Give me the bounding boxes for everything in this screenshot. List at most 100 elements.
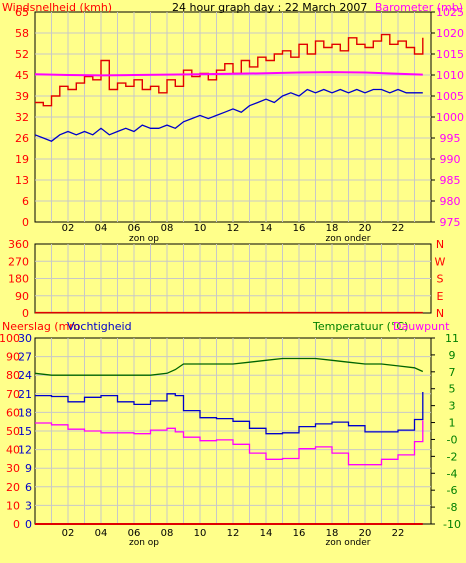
tick-label: 18	[18, 406, 32, 419]
series-vochtigheid-line	[34, 357, 424, 376]
tick-label: 13	[15, 174, 29, 187]
panel-2-grid	[35, 244, 431, 313]
tick-label: -4	[447, 467, 458, 480]
tick-label: 995	[440, 132, 461, 145]
compass-label: N	[436, 307, 444, 320]
series-dauwpunt-line	[35, 420, 424, 466]
tick-label: -2	[447, 450, 458, 463]
x-tick-label: 04	[95, 223, 108, 234]
panel-3-dewpoint-axis-title: Dauwpunt	[393, 320, 450, 333]
tick-label: 6	[22, 195, 29, 208]
tick-label: 985	[440, 174, 461, 187]
tick-label: 270	[8, 255, 29, 268]
panel-2-left-ticks: 360 270 180 90 0	[8, 238, 29, 320]
series-windsnelheid-line	[35, 33, 424, 107]
x-tick-label: 10	[194, 223, 207, 234]
x-tick-label: 20	[359, 528, 372, 539]
x-tick-label: 14	[260, 223, 273, 234]
panel-3-sunset-label: zon onder	[326, 538, 371, 548]
tick-label: 9	[25, 462, 32, 475]
tick-label: 12	[18, 444, 32, 457]
tick-label: 180	[8, 273, 29, 286]
tick-label: 24	[18, 369, 32, 382]
tick-label: 3	[25, 499, 32, 512]
tick-label: -8	[447, 501, 458, 514]
panel-3-series	[34, 357, 424, 525]
panel-1-sunset-label: zon onder	[326, 234, 371, 244]
x-tick-label: 08	[161, 223, 174, 234]
tick-label: 58	[15, 27, 29, 40]
compass-label: E	[437, 290, 444, 303]
x-tick-label: 12	[227, 223, 240, 234]
x-tick-label: 20	[359, 223, 372, 234]
tick-label: 90	[6, 351, 20, 364]
x-tick-label: 18	[326, 528, 339, 539]
tick-label: 27	[18, 351, 32, 364]
panel-1-series	[34, 33, 424, 142]
x-tick-label: 02	[62, 528, 75, 539]
panel-wind-barometer: Windsnelheid (kmh) 24 hour graph day : 2…	[2, 1, 464, 244]
series-temperatuur-line	[35, 392, 424, 435]
tick-label: 975	[440, 216, 461, 229]
tick-label: 26	[15, 132, 29, 145]
tick-label: 60	[6, 406, 20, 419]
x-tick-label: 06	[128, 528, 141, 539]
tick-label: 21	[18, 388, 32, 401]
tick-label: 11	[445, 332, 459, 345]
tick-label: 100	[0, 332, 20, 345]
tick-label: 19	[15, 153, 29, 166]
tick-label: 10	[6, 499, 20, 512]
tick-label: 20	[6, 481, 20, 494]
panel-3-sunrise-label: zon op	[129, 538, 159, 548]
panel-1-right-ticks: 1025 1020 1015 1010 1005 1000 995 990 985 980 975	[431, 6, 464, 229]
tick-label: 65	[15, 6, 29, 19]
tick-label: -10	[443, 518, 461, 531]
tick-label: 0	[22, 216, 29, 229]
tick-label: 990	[440, 153, 461, 166]
panel-1-title: 24 hour graph day : 22 March 2007	[172, 1, 367, 14]
panel-3-rain-axis-title: Neerslag (mm	[2, 320, 80, 333]
series-windsnelheid-gemiddeld-line	[34, 88, 423, 142]
tick-label: -0	[447, 433, 458, 446]
tick-label: 1005	[436, 90, 464, 103]
tick-label: 0	[22, 307, 29, 320]
tick-label: 39	[15, 90, 29, 103]
panel-1-left-ticks: 65 58 52 45 39 32 26 19 13 6 0	[15, 6, 29, 229]
compass-label: W	[435, 255, 446, 268]
panel-3-x-ticks: 02 04 06 08 10 12 14 16 18 20 22	[62, 528, 405, 539]
tick-label: 70	[6, 388, 20, 401]
tick-label: 1000	[436, 111, 464, 124]
tick-label: 52	[15, 48, 29, 61]
x-tick-label: 06	[128, 223, 141, 234]
x-tick-label: 22	[392, 223, 405, 234]
panel-1-left-axis-title: Windsnelheid (kmh)	[2, 1, 112, 14]
x-tick-label: 18	[326, 223, 339, 234]
tick-label: 50	[6, 425, 20, 438]
tick-label: 90	[15, 290, 29, 303]
tick-label: 80	[6, 369, 20, 382]
panel-1-sunrise-label: zon op	[129, 234, 159, 244]
panel-humidity-temperature: Neerslag (mm Vochtigheid Temperatuur (°C…	[0, 320, 461, 548]
x-tick-label: 14	[260, 528, 273, 539]
x-tick-label: 08	[161, 528, 174, 539]
x-tick-label: 22	[392, 528, 405, 539]
tick-label: 45	[15, 69, 29, 82]
tick-label: 3	[449, 400, 456, 413]
panel-3-temperature-axis-title: Temperatuur (°C)	[312, 320, 408, 333]
tick-label: 1015	[436, 48, 464, 61]
tick-label: 0	[13, 518, 20, 531]
x-tick-label: 04	[95, 528, 108, 539]
tick-label: 5	[449, 383, 456, 396]
tick-label: 30	[18, 332, 32, 345]
tick-label: 40	[6, 444, 20, 457]
x-tick-label: 12	[227, 528, 240, 539]
x-tick-label: 16	[293, 223, 306, 234]
tick-label: 7	[449, 366, 456, 379]
tick-label: 1	[449, 417, 456, 430]
tick-label: 32	[15, 111, 29, 124]
x-tick-label: 02	[62, 223, 75, 234]
